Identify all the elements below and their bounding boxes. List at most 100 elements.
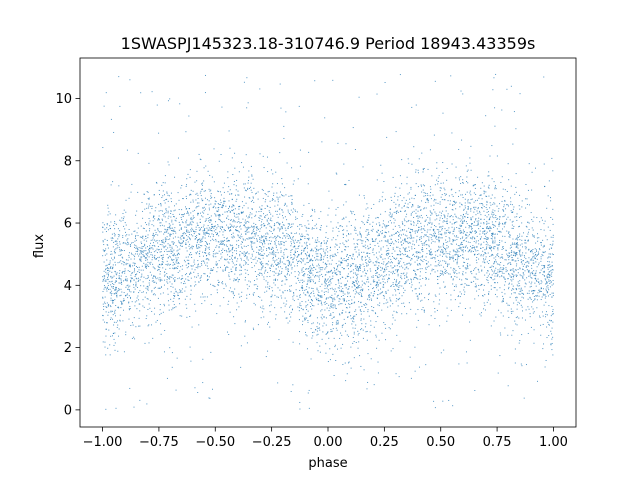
data-point	[167, 229, 169, 231]
data-point	[332, 307, 334, 309]
data-point	[424, 192, 426, 194]
data-point	[325, 232, 327, 234]
data-point	[337, 294, 339, 296]
data-point	[358, 249, 360, 251]
data-point	[133, 271, 135, 273]
data-point	[169, 233, 171, 235]
data-point	[302, 260, 304, 262]
data-point	[163, 215, 165, 217]
data-point	[161, 184, 163, 186]
data-point	[157, 218, 159, 220]
data-point	[171, 230, 173, 232]
data-point	[298, 310, 300, 312]
data-point	[455, 286, 457, 288]
data-point	[419, 268, 421, 270]
data-point	[357, 273, 359, 275]
data-point	[258, 219, 260, 221]
data-point	[326, 271, 328, 273]
data-point	[297, 240, 299, 242]
data-point	[346, 307, 348, 309]
data-point	[342, 229, 344, 231]
data-point	[467, 263, 469, 265]
data-point	[540, 260, 542, 262]
data-point	[510, 201, 512, 203]
data-point	[308, 239, 310, 241]
data-point	[386, 225, 388, 227]
data-point	[497, 247, 499, 249]
data-point	[124, 279, 126, 281]
data-point	[111, 286, 113, 288]
data-point	[119, 234, 121, 236]
data-point	[427, 194, 429, 196]
data-point	[497, 230, 499, 232]
data-point	[455, 236, 457, 238]
data-point	[490, 277, 492, 279]
data-point	[533, 311, 535, 313]
data-point	[178, 199, 180, 201]
data-point	[247, 288, 249, 290]
data-point	[430, 205, 432, 207]
data-point	[202, 236, 204, 238]
data-point	[542, 348, 544, 350]
data-point	[339, 264, 341, 266]
data-point	[401, 285, 403, 287]
data-point	[537, 254, 538, 256]
data-point	[434, 211, 436, 213]
data-point	[458, 255, 460, 257]
data-point	[445, 261, 447, 263]
data-point	[459, 268, 461, 270]
data-point	[551, 275, 553, 277]
data-point	[341, 226, 343, 228]
data-point	[330, 328, 332, 330]
data-point	[452, 219, 454, 221]
data-point	[141, 275, 143, 277]
data-point	[448, 195, 450, 197]
data-point	[146, 285, 148, 287]
data-point	[158, 260, 160, 262]
data-point	[267, 321, 269, 323]
data-point	[215, 229, 217, 231]
data-point	[493, 202, 495, 204]
data-point	[520, 275, 522, 277]
data-point	[125, 264, 127, 266]
data-point	[197, 198, 199, 199]
data-point	[469, 307, 471, 309]
data-point	[514, 292, 516, 294]
data-point	[301, 215, 303, 217]
data-point	[450, 309, 452, 311]
data-point	[107, 272, 109, 274]
data-point	[526, 277, 528, 279]
data-point	[360, 233, 362, 235]
data-point	[294, 276, 296, 278]
data-point	[222, 269, 224, 271]
data-point	[515, 274, 517, 276]
data-point	[441, 233, 443, 235]
data-point	[306, 283, 308, 285]
data-point	[131, 277, 133, 279]
data-point	[525, 248, 527, 250]
data-point	[513, 271, 515, 273]
data-point	[385, 250, 387, 252]
data-point	[513, 111, 515, 113]
data-point	[460, 255, 462, 257]
data-point	[367, 381, 369, 383]
data-point	[180, 216, 182, 218]
data-point	[550, 315, 552, 317]
data-point	[180, 187, 182, 189]
data-point	[170, 201, 172, 203]
data-point	[221, 251, 223, 253]
data-point	[270, 240, 272, 242]
data-point	[319, 285, 321, 287]
data-point	[377, 268, 379, 270]
data-point	[185, 185, 187, 187]
data-point	[304, 319, 306, 321]
data-point	[549, 229, 551, 231]
data-point	[128, 256, 130, 258]
data-point	[430, 192, 432, 194]
data-point	[126, 285, 128, 287]
data-point	[330, 331, 332, 333]
data-point	[345, 284, 347, 286]
data-point	[536, 280, 538, 282]
data-point	[407, 255, 409, 257]
data-point	[262, 255, 264, 257]
